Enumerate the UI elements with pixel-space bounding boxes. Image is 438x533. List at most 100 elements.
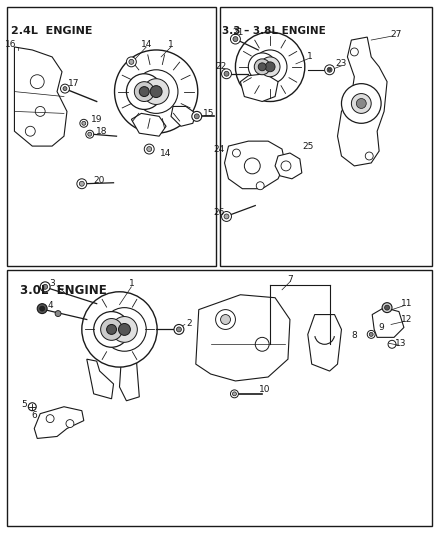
Text: 1: 1 [168,39,174,49]
Text: 7: 7 [287,276,293,285]
Bar [7,270,432,526]
Polygon shape [338,37,387,166]
Circle shape [224,71,229,76]
Text: 8: 8 [351,331,357,340]
Circle shape [215,310,236,329]
Circle shape [86,130,94,138]
Text: 3.0L  ENGINE: 3.0L ENGINE [21,284,107,297]
Circle shape [82,292,157,367]
Circle shape [233,149,240,157]
Circle shape [328,68,331,71]
Text: 24: 24 [213,144,224,154]
Circle shape [114,50,198,133]
Circle shape [230,34,240,44]
Polygon shape [240,74,278,101]
Circle shape [177,327,181,332]
Circle shape [385,305,389,310]
Circle shape [382,303,392,312]
Circle shape [144,144,154,154]
Text: 10: 10 [259,385,271,394]
Bar [219,7,432,266]
Polygon shape [196,295,290,381]
Circle shape [119,324,131,335]
Circle shape [369,333,373,336]
Text: 1: 1 [307,52,313,61]
Circle shape [236,32,305,101]
Circle shape [265,62,275,72]
Circle shape [150,86,162,98]
Text: 2: 2 [186,319,192,328]
Text: 1: 1 [128,279,134,288]
Circle shape [388,341,396,348]
Circle shape [351,94,371,114]
Circle shape [55,311,61,317]
Circle shape [233,37,238,42]
Text: 4: 4 [47,301,53,310]
Circle shape [60,84,70,93]
Text: 25: 25 [302,142,314,151]
Circle shape [46,415,54,423]
Circle shape [30,75,44,88]
Text: 14: 14 [160,149,172,158]
Circle shape [88,132,92,136]
Text: 14: 14 [141,39,152,49]
Text: 3.3 – 3.8L ENGINE: 3.3 – 3.8L ENGINE [222,26,326,36]
Circle shape [63,87,67,91]
Circle shape [129,59,134,64]
Text: 26: 26 [213,208,224,217]
Text: 18: 18 [96,127,107,136]
Text: 13: 13 [395,339,407,348]
Circle shape [222,212,231,221]
Circle shape [230,390,238,398]
Text: 19: 19 [91,115,102,124]
Circle shape [35,107,45,116]
Circle shape [82,122,86,125]
Circle shape [281,161,291,171]
Text: 6: 6 [32,411,37,420]
Circle shape [106,325,117,334]
Circle shape [77,179,87,189]
Text: 27: 27 [390,30,402,38]
Text: 20: 20 [93,176,104,185]
Circle shape [79,181,84,186]
Circle shape [254,59,270,75]
Circle shape [25,126,35,136]
Circle shape [42,284,48,289]
Circle shape [248,53,276,80]
Text: 5: 5 [21,400,27,409]
Circle shape [244,158,260,174]
Circle shape [224,214,229,219]
Text: 2.4L  ENGINE: 2.4L ENGINE [11,26,93,36]
Polygon shape [171,107,196,126]
Circle shape [327,67,332,72]
Text: 17: 17 [68,79,80,88]
Circle shape [222,69,231,79]
Circle shape [102,308,146,351]
Polygon shape [131,114,166,136]
Circle shape [350,48,358,56]
Text: 9: 9 [378,323,384,332]
Polygon shape [308,314,342,371]
Polygon shape [372,308,404,337]
Circle shape [357,99,366,108]
Circle shape [192,111,202,122]
Circle shape [342,84,381,123]
Text: 23: 23 [336,59,347,68]
Circle shape [221,314,230,325]
Circle shape [147,147,152,151]
Circle shape [143,79,169,104]
Text: 3: 3 [49,279,55,288]
Circle shape [134,82,154,101]
Circle shape [134,70,178,114]
Circle shape [80,119,88,127]
Circle shape [127,57,136,67]
Circle shape [112,317,138,342]
Circle shape [258,63,266,71]
Circle shape [194,114,199,119]
Circle shape [260,57,280,77]
Bar [7,7,215,266]
Circle shape [325,65,335,75]
Text: 22: 22 [215,62,226,71]
Circle shape [101,319,123,341]
Circle shape [40,282,50,292]
